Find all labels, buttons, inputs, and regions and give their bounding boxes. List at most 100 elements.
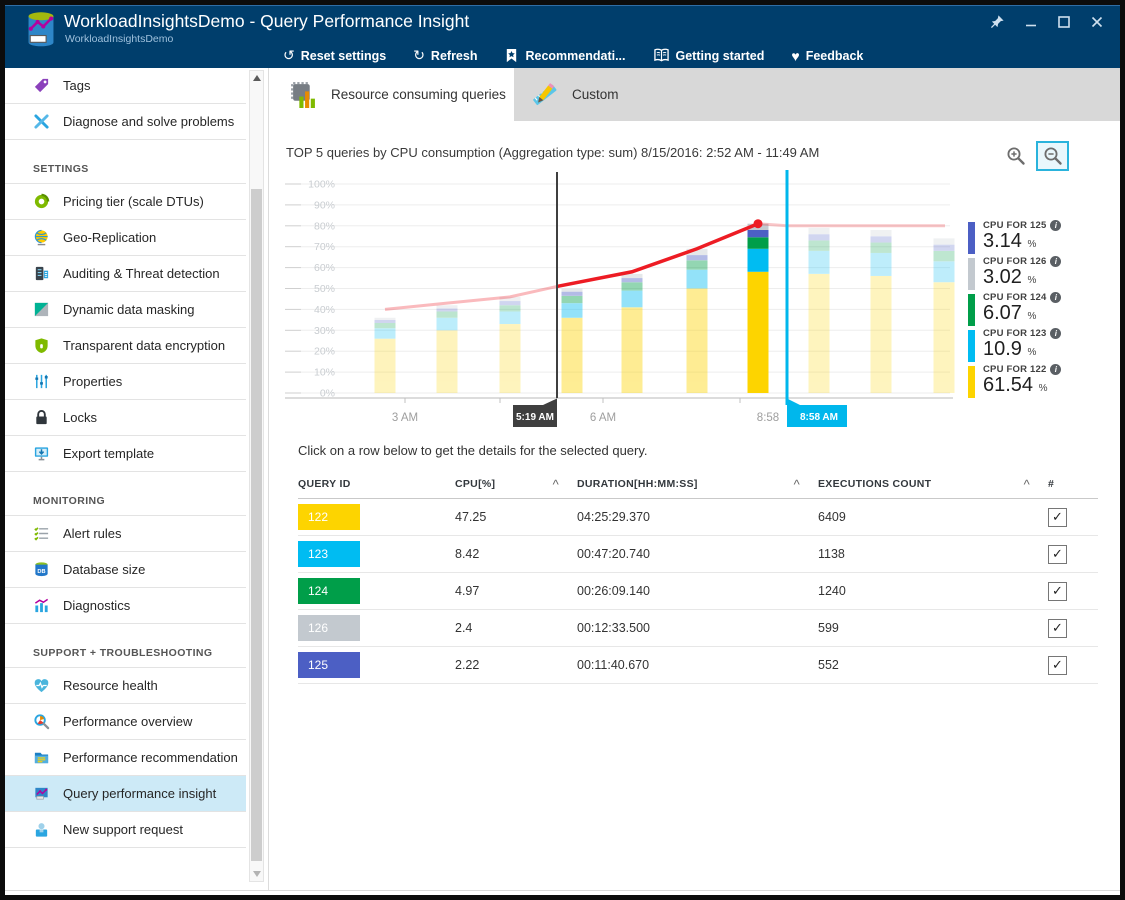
info-icon[interactable]: i (1050, 220, 1062, 231)
column-header-executions-count[interactable]: EXECUTIONS COUNT ^ (818, 476, 1030, 492)
column-header-cpu[interactable]: CPU[%] ^ (455, 476, 559, 492)
bar-group[interactable] (870, 229, 892, 393)
info-icon[interactable]: i (1050, 328, 1062, 339)
y-axis-label: 90% (314, 199, 335, 211)
sidebar-item-new-support-request[interactable]: New support request (5, 812, 246, 848)
cpu-value: 8.42 (455, 547, 480, 561)
info-icon[interactable]: i (1050, 256, 1062, 267)
slider-left-time-label: 5:19 AM (516, 412, 554, 423)
slider-right-flag[interactable] (787, 398, 847, 428)
bar-group[interactable] (933, 238, 955, 393)
legend-color-strip (968, 222, 975, 254)
sort-caret-icon[interactable]: ^ (1023, 476, 1030, 492)
sidebar-item-auditing-threat-detection[interactable]: Auditing & Threat detection (5, 256, 246, 292)
sidebar-item-performance-overview[interactable]: Performance overview (5, 704, 246, 740)
sidebar-item-diagnose-and-solve-problems[interactable]: Diagnose and solve problems (5, 104, 246, 140)
zoom-in-button[interactable] (1005, 145, 1030, 170)
scroll-up-icon[interactable] (253, 75, 261, 81)
duration-value: 04:25:29.370 (577, 510, 650, 524)
column-header-query-id: QUERY ID (298, 478, 351, 490)
sidebar-item-export-template[interactable]: Export template (5, 436, 246, 472)
svg-text:DB: DB (37, 569, 45, 575)
bar-group[interactable] (499, 296, 521, 393)
sidebar-scrollbar[interactable] (249, 70, 264, 882)
slider-left-flag[interactable] (513, 398, 557, 428)
sidebar-item-label: Tags (63, 78, 91, 93)
globe-icon (33, 229, 50, 246)
toolbar-recommendati-button[interactable]: Recommendati... (504, 48, 626, 63)
row-checkbox[interactable]: ✓ (1048, 507, 1067, 527)
bar-group[interactable] (808, 227, 830, 393)
info-icon[interactable]: i (1050, 292, 1062, 303)
pin-icon[interactable] (989, 13, 1006, 30)
sidebar-item-alert-rules[interactable]: Alert rules (5, 516, 246, 552)
row-checkbox[interactable]: ✓ (1048, 655, 1067, 675)
table-row-query-126[interactable]: 126 2.4 00:12:33.500 599 ✓ (298, 610, 1098, 647)
sort-caret-icon[interactable]: ^ (552, 476, 559, 492)
alert-icon (33, 525, 50, 542)
sidebar-item-properties[interactable]: Properties (5, 364, 246, 400)
y-axis-label: 60% (314, 262, 335, 274)
sidebar-item-tags[interactable]: Tags (5, 68, 246, 104)
sidebar-item-performance-recommendation[interactable]: Performance recommendation (5, 740, 246, 776)
bar-group[interactable] (747, 223, 769, 393)
chart-legend: CPU FOR 125 i 3.14 % CPU FOR 126 i 3.02 % CPU … (968, 220, 1118, 400)
column-header-duration-hh-mm-ss[interactable]: DURATION[HH:MM:SS] ^ (577, 476, 800, 492)
zoom-out-button[interactable] (1036, 141, 1069, 171)
legend-value: 61.54 (983, 374, 1034, 396)
row-checkbox[interactable]: ✓ (1048, 618, 1067, 638)
toolbar-getting-started-button[interactable]: Getting started (653, 48, 764, 63)
sort-caret-icon[interactable]: ^ (793, 476, 800, 492)
export-icon (33, 445, 50, 462)
info-icon[interactable]: i (1050, 364, 1062, 375)
reset-icon: ↺ (283, 47, 295, 63)
close-icon[interactable] (1088, 13, 1105, 30)
selected-point-dot[interactable] (753, 219, 763, 229)
table-row-query-122[interactable]: 122 47.25 04:25:29.370 6409 ✓ (298, 499, 1098, 536)
legend-color-strip (968, 258, 975, 290)
sidebar-item-transparent-data-encryption[interactable]: Transparent data encryption (5, 328, 246, 364)
bar-group[interactable] (621, 273, 643, 393)
legend-item-cpu-for-123: CPU FOR 123 i 10.9 % (968, 328, 1118, 363)
sidebar-item-diagnostics[interactable]: Diagnostics (5, 588, 246, 624)
sidebar-section-monitoring: MONITORING (5, 472, 246, 516)
sidebar-item-database-size[interactable]: DB Database size (5, 552, 246, 588)
executions-value: 1240 (818, 584, 846, 598)
window-header: WorkloadInsightsDemo - Query Performance… (5, 5, 1120, 68)
toolbar-reset-settings-button[interactable]: ↺ Reset settings (283, 47, 386, 64)
diagnostics-icon (33, 597, 50, 614)
table-row-query-124[interactable]: 124 4.97 00:26:09.140 1240 ✓ (298, 573, 1098, 610)
bar-group[interactable] (561, 288, 583, 394)
tab-resource-consuming-queries[interactable]: Resource consuming queries (283, 68, 514, 121)
minimize-icon[interactable] (1022, 13, 1039, 30)
bar-group[interactable] (686, 248, 708, 393)
sidebar-item-label: Properties (63, 374, 123, 389)
sidebar-item-dynamic-data-masking[interactable]: Dynamic data masking (5, 292, 246, 328)
toolbar-feedback-button[interactable]: ♥ Feedback (791, 48, 863, 64)
scrollbar-thumb[interactable] (251, 189, 262, 861)
lock-icon (33, 409, 50, 426)
tab-custom[interactable]: Custom (514, 68, 734, 121)
table-row-query-125[interactable]: 125 2.22 00:11:40.670 552 ✓ (298, 647, 1098, 684)
health-icon (33, 677, 50, 694)
cpu-value: 4.97 (455, 584, 480, 598)
sql-database-app-icon (24, 10, 58, 52)
maximize-icon[interactable] (1055, 13, 1072, 30)
row-checkbox[interactable]: ✓ (1048, 544, 1067, 564)
chart-title: TOP 5 queries by CPU consumption (Aggreg… (286, 145, 820, 160)
sidebar-item-locks[interactable]: Locks (5, 400, 246, 436)
bar-group[interactable] (436, 305, 458, 393)
bar-group[interactable] (374, 317, 396, 393)
cpu-consumption-chart: 0% 10% 20% 30% 40% 50% 60% 70% 80% 90% 100% 3 AM 6 A… (285, 170, 955, 428)
sidebar-item-label: Auditing & Threat detection (63, 266, 220, 281)
table-row-query-123[interactable]: 123 8.42 00:47:20.740 1138 ✓ (298, 536, 1098, 573)
sidebar-item-pricing-tier-scale-dtus[interactable]: Pricing tier (scale DTUs) (5, 184, 246, 220)
scroll-down-icon[interactable] (253, 871, 261, 877)
sidebar-item-query-performance-insight[interactable]: Query performance insight (5, 776, 246, 812)
sidebar-item-resource-health[interactable]: Resource health (5, 668, 246, 704)
main-panel: Resource consuming queries Custom TOP 5 … (268, 68, 1120, 890)
toolbar-refresh-button[interactable]: ↻ Refresh (413, 47, 477, 64)
sidebar-item-geo-replication[interactable]: Geo-Replication (5, 220, 246, 256)
y-axis-label: 80% (314, 220, 335, 232)
row-checkbox[interactable]: ✓ (1048, 581, 1067, 601)
